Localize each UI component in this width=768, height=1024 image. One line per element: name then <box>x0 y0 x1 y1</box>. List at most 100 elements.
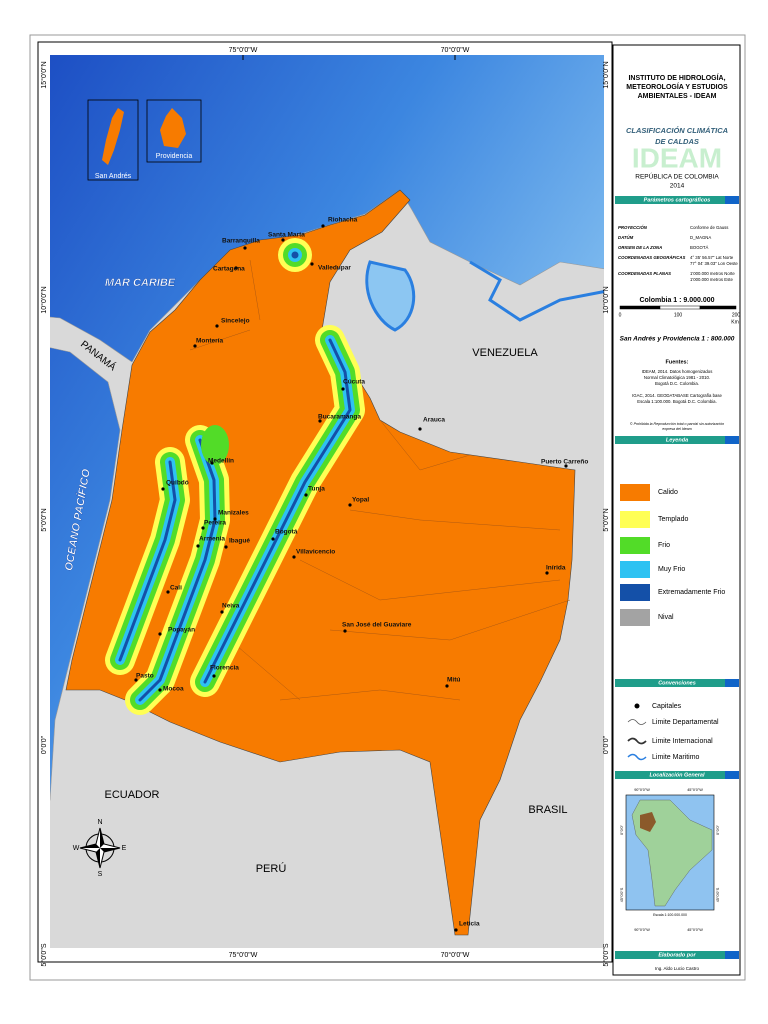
panel-text: AMBIENTALES - IDEAM <box>638 93 717 100</box>
panel-text: Escala 1:100.000. Bogotá D.C. Colombia. <box>637 399 717 404</box>
coord-label: 70°0'0"W <box>441 46 470 54</box>
capital-dot <box>348 503 352 507</box>
capital-dot <box>234 266 238 270</box>
section-bar <box>615 436 725 444</box>
climate-zone <box>203 338 352 684</box>
compass-letter: N <box>97 819 102 826</box>
capital-dot <box>545 571 549 575</box>
city-label: Tunja <box>308 486 325 493</box>
scale-bar <box>659 305 701 310</box>
city-label: San José del Guaviare <box>342 622 412 629</box>
coord-label: 75°0'0"W <box>229 46 258 54</box>
panel-text: PROYECCIÓN <box>618 225 648 230</box>
city-label: Villavicencio <box>296 549 335 556</box>
city-label: Santa Marta <box>268 232 305 239</box>
panel-text: 0 <box>619 312 622 318</box>
section-bar <box>615 951 725 959</box>
capital-dot <box>158 632 162 636</box>
legend-label: Extremadamente Frio <box>658 589 725 596</box>
section-title: Leyenda <box>666 437 688 443</box>
panel-text: REPÚBLICA DE COLOMBIA <box>635 172 719 181</box>
panel-text: CLASIFICACIÓN CLIMÁTICA <box>626 126 728 135</box>
panel-text: DATÚM <box>618 235 634 240</box>
coord-label: 5°0'0"N <box>40 508 48 531</box>
legend-label: Nival <box>658 614 674 621</box>
coord-label: 5°0'0"N <box>602 508 610 531</box>
climate-zone <box>138 438 217 702</box>
legend-swatch <box>620 484 650 501</box>
city-label: Pasto <box>136 673 154 680</box>
location-colombia <box>640 812 656 832</box>
legend-swatch <box>620 561 650 578</box>
legend-label: Muy Frio <box>658 566 685 573</box>
coord-label: 15°0'0"N <box>40 61 48 88</box>
section-title: Elaborado por <box>658 952 696 958</box>
city-label: Bogotá <box>275 529 298 536</box>
convention-symbol <box>627 719 647 725</box>
section-bar-end <box>725 679 739 687</box>
capital-dot <box>321 224 325 228</box>
inset-label: Providencia <box>156 153 193 160</box>
panel-text: 90°0'0"W <box>634 788 650 792</box>
capital-dot <box>341 387 345 391</box>
andes <box>105 238 365 715</box>
panel-text: METEOROLOGÍA Y ESTUDIOS <box>626 82 728 91</box>
panel-text: 0°0'0" <box>620 824 624 835</box>
panel-text: 200 <box>732 312 741 318</box>
convention-symbol <box>634 703 640 709</box>
climate-zone <box>118 460 177 662</box>
country-label: BRASIL <box>528 804 567 816</box>
city-label: Ibagué <box>229 538 250 545</box>
capital-dot <box>224 545 228 549</box>
city-label: Mocoa <box>163 686 184 693</box>
capital-dot <box>304 493 308 497</box>
panel-text: Ing. Aldo Lucio Castro <box>655 966 700 971</box>
city-label: Cúcuta <box>343 379 365 386</box>
coord-label: 70°0'0"W <box>441 951 470 959</box>
panel-text: 1'000.000 metros Norte <box>690 271 735 276</box>
capital-dot <box>220 610 224 614</box>
capital-dot <box>166 590 170 594</box>
convention-label: Limite Internacional <box>652 738 713 745</box>
panel-text: Fuentes: <box>666 359 689 365</box>
inset-san-andres <box>87 99 202 181</box>
panel-text: San Andrés y Providencia 1 : 800.000 <box>620 336 735 343</box>
city-label: Bucaramanga <box>318 414 361 421</box>
city-label: Florencia <box>210 665 239 672</box>
panel-text: 45°0'0"W <box>687 788 703 792</box>
panel-text: 45°0'0"W <box>687 928 703 932</box>
panel-text: Colombia 1 : 9.000.000 <box>639 297 714 304</box>
city-label: Sincelejo <box>221 318 250 325</box>
city-label: Manizales <box>218 510 249 517</box>
panel-text: D_MAGNA <box>690 235 711 240</box>
country-label: PERÚ <box>256 862 287 875</box>
panel-text: Bogotá D.C. Colombia. <box>655 381 699 386</box>
coord-label: 10°0'0"N <box>40 286 48 313</box>
coord-label: 15°0'0"N <box>602 61 610 88</box>
section-bar-end <box>725 951 739 959</box>
maritime-line <box>469 260 604 322</box>
panel-text: COORDENADAS GEOGRÁFICAS <box>618 255 685 260</box>
capital-dot <box>215 324 219 328</box>
convention-symbol <box>627 737 647 745</box>
coord-label: 5°0'0"S <box>40 943 48 966</box>
convention-symbol <box>627 753 647 761</box>
panel-text: 45°0'0"S <box>716 887 720 902</box>
coord-label: 75°0'0"W <box>229 951 258 959</box>
city-label: Puerto Carreño <box>541 459 588 466</box>
legend-label: Frio <box>658 542 670 549</box>
coord-label: 10°0'0"N <box>602 286 610 313</box>
capital-dot <box>564 464 568 468</box>
capital-dot <box>212 674 216 678</box>
capital-dot <box>213 517 217 521</box>
capital-dot <box>281 238 285 242</box>
map-body: Riohacha Santa Marta Barranquilla Cartagena… <box>50 55 604 948</box>
panel-text: expresa del Ideam <box>662 427 692 431</box>
city-label: Mitú <box>447 677 460 684</box>
city-label: Inírida <box>546 565 566 572</box>
sea-label: MAR CARIBE <box>105 277 176 289</box>
city-label: Cartagena <box>213 266 245 273</box>
capital-dot <box>193 344 197 348</box>
north-arrow <box>79 827 121 869</box>
capital-dot <box>310 262 314 266</box>
